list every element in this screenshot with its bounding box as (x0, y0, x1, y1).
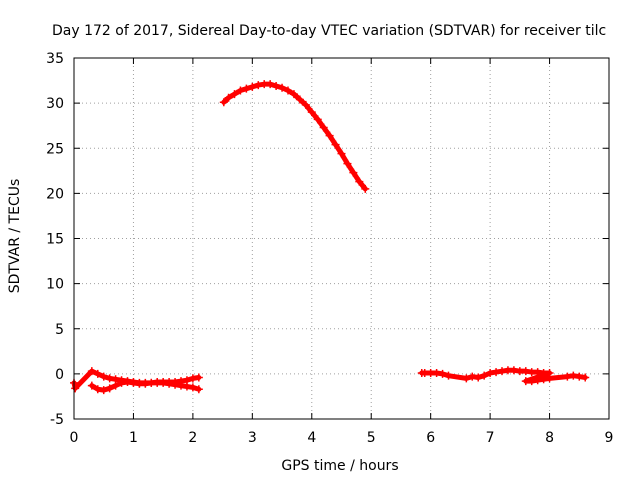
x-tick-label: 1 (129, 430, 138, 446)
data-point (575, 372, 584, 381)
data-point (492, 368, 501, 377)
data-point (105, 374, 114, 383)
plot-frame (73, 57, 610, 420)
data-point (219, 98, 228, 107)
x-tick-label: 3 (248, 430, 257, 446)
axis-ticks: 0 1 2 3 4 5 6 7 8 9 -5 0 5 10 15 20 25 30 35 (46, 51, 613, 446)
data-point (325, 131, 334, 140)
series-daytime-arc (219, 80, 370, 193)
data-point (278, 83, 287, 92)
data-point (111, 381, 120, 390)
data-point (474, 373, 483, 382)
data-point (123, 377, 132, 386)
y-tick-label: 35 (46, 51, 64, 67)
data-point (230, 90, 239, 99)
data-point (99, 386, 108, 395)
y-tick-label: 5 (55, 322, 64, 338)
y-tick-label: 20 (46, 186, 64, 202)
data-point (194, 373, 203, 382)
data-point (188, 374, 197, 383)
data-series (70, 80, 590, 395)
y-tick-label: 15 (46, 232, 64, 248)
data-point (533, 368, 542, 377)
data-point (581, 373, 590, 382)
data-point (87, 381, 96, 390)
data-point (343, 159, 352, 168)
x-tick-label: 2 (188, 430, 197, 446)
data-point (533, 376, 542, 385)
x-tick-label: 9 (605, 430, 614, 446)
series-early-low-b (87, 373, 203, 395)
data-point (272, 81, 281, 90)
data-point (509, 366, 518, 375)
data-point (480, 371, 489, 380)
data-point (468, 372, 477, 381)
data-point (486, 368, 495, 377)
data-point (545, 374, 554, 383)
x-tick-label: 8 (545, 430, 554, 446)
data-point (438, 369, 447, 378)
data-point (182, 376, 191, 385)
y-tick-label: 10 (46, 277, 64, 293)
data-point (313, 115, 322, 124)
data-point (242, 84, 251, 93)
data-point (301, 100, 310, 109)
y-axis-label: SDTVAR / TECUs (7, 179, 23, 294)
data-point (498, 367, 506, 376)
data-point (248, 82, 257, 91)
y-tick-label: -5 (50, 412, 64, 428)
data-point (462, 374, 471, 383)
x-tick-label: 7 (486, 430, 495, 446)
data-point (224, 93, 233, 102)
data-point (349, 168, 358, 177)
data-point (266, 80, 275, 89)
data-point (569, 371, 578, 380)
x-tick-label: 6 (426, 430, 435, 446)
data-point (93, 385, 102, 394)
data-point (177, 377, 185, 386)
data-point (93, 369, 102, 378)
y-tick-label: 0 (55, 367, 64, 383)
data-point (254, 81, 263, 90)
data-point (99, 372, 108, 381)
grid-lines (74, 58, 609, 419)
data-point (539, 375, 548, 384)
x-axis-label: GPS time / hours (281, 458, 398, 474)
y-tick-label: 25 (46, 141, 64, 157)
x-tick-label: 0 (70, 430, 79, 446)
data-point (147, 378, 156, 387)
series-late-low (417, 366, 590, 386)
y-tick-label: 30 (46, 96, 64, 112)
data-point (563, 372, 572, 381)
chart-title: Day 172 of 2017, Sidereal Day-to-day VTE… (52, 23, 606, 39)
data-point (444, 371, 453, 380)
data-point (141, 379, 150, 388)
data-point (307, 108, 316, 117)
data-point (319, 123, 328, 132)
data-point (432, 368, 441, 377)
data-point (71, 384, 80, 393)
data-point (527, 377, 536, 386)
x-tick-label: 4 (307, 430, 316, 446)
data-point (194, 385, 203, 394)
data-point (337, 149, 346, 158)
x-tick-label: 5 (367, 430, 376, 446)
data-point (295, 95, 304, 104)
data-point (171, 377, 180, 386)
data-point (236, 86, 245, 95)
data-point (117, 378, 126, 387)
data-point (129, 378, 138, 387)
data-point (289, 90, 298, 99)
data-point (188, 383, 197, 392)
series-line (221, 81, 368, 192)
data-point (361, 184, 370, 193)
data-point (87, 367, 96, 376)
data-point (355, 177, 364, 186)
data-point (105, 384, 114, 393)
data-point (521, 367, 530, 376)
data-point (331, 140, 340, 149)
data-point (284, 86, 292, 95)
